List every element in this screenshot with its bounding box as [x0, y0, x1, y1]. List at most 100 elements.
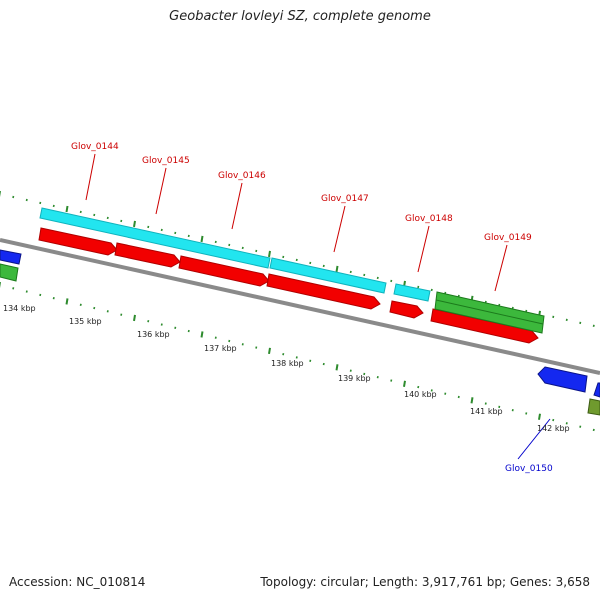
tick-label-141: 141 kbp [470, 407, 503, 416]
inner-tick [470, 397, 474, 404]
feature-glov-0150-blue [537, 366, 588, 393]
inner-tick [552, 418, 555, 422]
feature-glov-0147-cyan [269, 257, 387, 294]
right-edge-olive-feature [587, 398, 600, 416]
inner-tick [363, 372, 366, 376]
inner-tick [25, 290, 28, 293]
tick-label-139: 139 kbp [338, 374, 371, 383]
outer-tick [417, 285, 420, 289]
inner-tick [39, 293, 42, 297]
outer-tick [106, 216, 109, 220]
outer-tick [322, 264, 325, 268]
inner-tick [538, 413, 541, 420]
inner-tick [430, 389, 433, 392]
inner-tick [79, 303, 82, 306]
outer-tick [376, 276, 379, 280]
inner-tick [52, 296, 55, 300]
genome-backbone [0, 238, 600, 375]
inner-tick [484, 402, 487, 405]
inner-tick [349, 369, 352, 372]
inner-tick [444, 392, 447, 395]
inner-tick [241, 343, 244, 346]
outer-tick [390, 279, 393, 283]
outer-tick [592, 324, 595, 328]
outer-tick [335, 265, 339, 273]
inner-tick [228, 339, 231, 343]
outer-tick [309, 261, 312, 265]
outer-tick [552, 315, 555, 319]
inner-tick [390, 379, 393, 382]
inner-tick [255, 346, 258, 349]
inner-tick [565, 422, 568, 425]
feature-glov-0148-cyan [393, 283, 431, 302]
outer-tick [214, 240, 217, 244]
outer-tick [25, 198, 28, 202]
genome-summary-text: Topology: circular; Length: 3,917,761 bp… [260, 575, 590, 589]
tick-label-137: 137 kbp [204, 344, 237, 353]
outer-tick [295, 258, 298, 262]
right-edge-blue-feature [593, 382, 600, 398]
outer-tick [565, 318, 568, 322]
outer-tick [174, 231, 177, 235]
outer-tick [255, 249, 258, 253]
inner-tick [282, 352, 285, 356]
outer-tick [349, 270, 352, 274]
feature-glov-0144-cyan [39, 207, 271, 269]
inner-tick [417, 385, 420, 389]
inner-tick [376, 376, 379, 379]
outer-tick [79, 210, 82, 214]
inner-tick [592, 428, 595, 432]
gene-label-glov-0146: Glov_0146 [218, 171, 266, 181]
inner-tick [214, 336, 217, 339]
outer-tick [282, 255, 285, 259]
outer-tick [133, 220, 136, 228]
left-green-feature [0, 263, 19, 282]
gene-label-glov-0144: Glov_0144 [71, 142, 119, 152]
outer-tick [200, 235, 204, 243]
outer-tick-row [0, 191, 595, 328]
outer-tick [120, 219, 123, 223]
cyan-feature-row [39, 207, 431, 302]
outer-tick [363, 273, 366, 277]
cds-glov-0145-arrow [114, 242, 181, 268]
cds-glov-0146-arrow [178, 255, 270, 287]
inner-tick [200, 331, 204, 338]
inner-tick [65, 298, 69, 305]
cds-glov-0144-arrow [38, 227, 118, 256]
outer-tick [268, 250, 271, 258]
inner-tick [403, 380, 406, 387]
outer-tick [147, 225, 150, 229]
green-feature-stripe [435, 299, 544, 325]
inner-tick [498, 405, 501, 409]
gene-label-glov-0148: Glov_0148 [405, 214, 453, 224]
gene-label-glov-0145: Glov_0145 [142, 156, 190, 166]
outer-tick [65, 205, 69, 213]
outer-tick [93, 213, 96, 217]
inner-tick [525, 412, 528, 415]
inner-tick [187, 329, 190, 333]
inner-tick [295, 356, 298, 359]
inner-tick [268, 347, 271, 355]
tick-label-135: 135 kbp [69, 317, 102, 326]
gene-leader-lines [85, 153, 551, 460]
inner-tick [322, 362, 325, 366]
outer-tick [52, 204, 55, 208]
inner-tick [457, 395, 460, 399]
tick-label-140: 140 kbp [404, 390, 437, 399]
outer-tick [12, 195, 15, 199]
inner-tick [93, 306, 96, 310]
inner-tick [12, 287, 15, 290]
cds-glov-0148-arrow [389, 300, 424, 319]
inner-tick [579, 425, 582, 428]
inner-tick-row [0, 282, 595, 432]
left-blue-feature [0, 249, 22, 265]
accession-text: Accession: NC_010814 [9, 575, 146, 589]
cds-glov-0147-arrow [266, 273, 381, 310]
tick-label-138: 138 kbp [271, 359, 304, 368]
inner-tick [106, 310, 109, 313]
inner-tick [309, 359, 312, 362]
gene-label-glov-0147: Glov_0147 [321, 194, 369, 204]
gene-label-glov-0149: Glov_0149 [484, 233, 532, 243]
